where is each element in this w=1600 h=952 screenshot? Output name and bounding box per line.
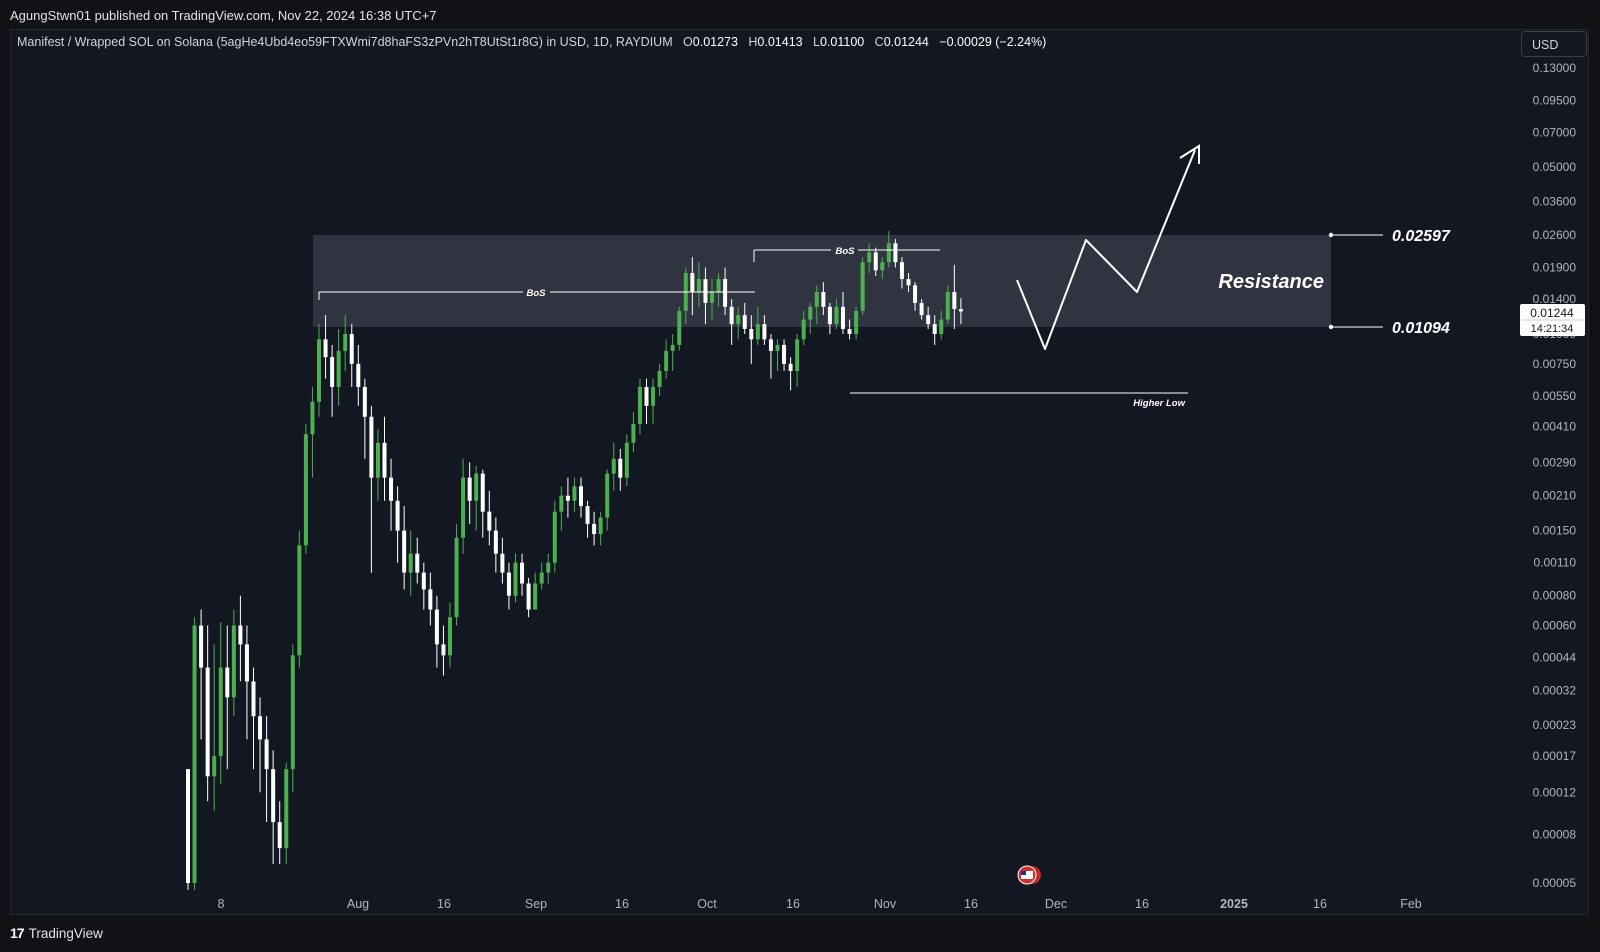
top-bar <box>0 0 1600 30</box>
currency-button[interactable]: USD <box>1521 31 1587 57</box>
high-value: 0.01413 <box>757 35 803 49</box>
tradingview-logo-icon: 17 <box>10 925 25 941</box>
symbol-name[interactable]: Manifest / Wrapped SOL on Solana (5agHe4… <box>17 35 673 49</box>
close-value: 0.01244 <box>883 35 929 49</box>
published-info: AgungStwn01 published on TradingView.com… <box>10 8 437 23</box>
change-value: −0.00029 (−2.24%) <box>939 35 1047 49</box>
low-value: 0.01100 <box>819 35 865 49</box>
low-label: L <box>813 35 820 49</box>
open-value: 0.01273 <box>692 35 738 49</box>
symbol-legend: Manifest / Wrapped SOL on Solana (5agHe4… <box>17 35 1046 49</box>
bottom-bar <box>0 916 1600 952</box>
tradingview-logo[interactable]: 17 TradingView <box>10 925 103 941</box>
close-label: C <box>874 35 884 49</box>
chart-frame[interactable] <box>10 29 1589 915</box>
high-label: H <box>748 35 758 49</box>
tradingview-brand: TradingView <box>28 925 103 941</box>
open-label: O <box>683 35 693 49</box>
